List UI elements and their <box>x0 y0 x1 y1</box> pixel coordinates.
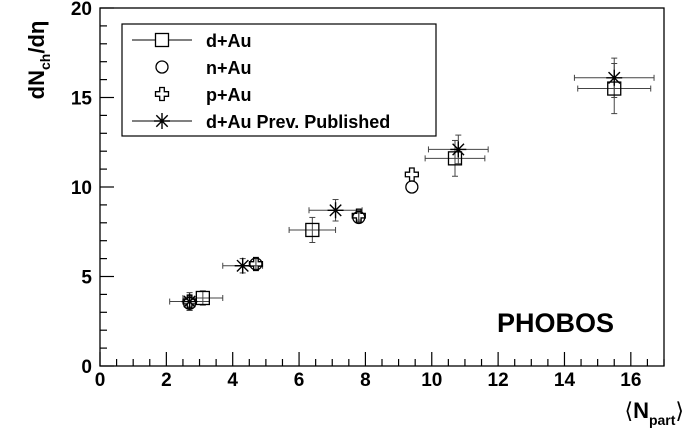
star-point <box>606 69 623 86</box>
y-tick-label: 5 <box>81 268 92 289</box>
legend-label: d+Au Prev. Published <box>206 112 390 132</box>
star-point <box>450 141 467 158</box>
legend-label: p+Au <box>206 85 252 105</box>
x-axis-label-main: N <box>633 398 649 423</box>
legend-cross-marker <box>154 86 170 102</box>
phobos-label: PHOBOS <box>497 308 614 338</box>
star-point <box>181 293 198 310</box>
x-tick-label: 16 <box>620 370 641 391</box>
x-tick-label: 12 <box>488 370 509 391</box>
square-point <box>195 290 210 306</box>
y-tick-label: 15 <box>71 89 93 110</box>
x-tick-label: 4 <box>227 370 238 391</box>
data-markers <box>181 69 623 311</box>
y-tick-label: 0 <box>81 357 92 378</box>
x-tick-label: 0 <box>95 370 106 391</box>
legend-label: d+Au <box>206 31 252 51</box>
legend-label: n+Au <box>206 58 252 78</box>
axis-ticks <box>99 7 665 367</box>
x-tick-label: 8 <box>360 370 371 391</box>
legend-circle-marker <box>155 60 169 74</box>
y-tick-label: 20 <box>71 0 92 20</box>
tick-labels: 0 2 4 6 8 10 12 14 16 0 5 10 15 20 <box>71 0 642 391</box>
legend-square-marker <box>154 32 170 48</box>
y-axis-label-tail: /dη <box>24 21 49 54</box>
legend-star-marker <box>154 113 170 129</box>
cross-point <box>248 256 264 272</box>
square-point <box>305 222 320 238</box>
circle-point <box>405 180 419 194</box>
x-axis-label-close: ⟩ <box>675 398 684 423</box>
cross-point <box>404 167 420 182</box>
legend-box <box>121 23 437 137</box>
y-axis-label-sub: ch <box>37 54 53 70</box>
x-tick-label: 6 <box>294 370 305 391</box>
legend: d+Au n+Au p+Au d+Au Prev. Published <box>121 23 437 137</box>
x-axis-label-open: ⟨ <box>624 398 633 423</box>
x-axis-label: ⟨Npart⟩ <box>624 398 684 428</box>
y-axis-label: dNch/dη <box>24 21 53 100</box>
star-point <box>327 202 344 219</box>
cross-point <box>351 208 366 223</box>
x-tick-label: 2 <box>161 370 172 391</box>
y-axis-label-main: dN <box>24 70 49 99</box>
x-tick-label: 14 <box>554 370 576 391</box>
y-tick-label: 10 <box>71 178 92 199</box>
x-tick-label: 10 <box>421 370 442 391</box>
x-axis-label-sub: part <box>649 412 676 428</box>
star-point <box>234 257 251 274</box>
